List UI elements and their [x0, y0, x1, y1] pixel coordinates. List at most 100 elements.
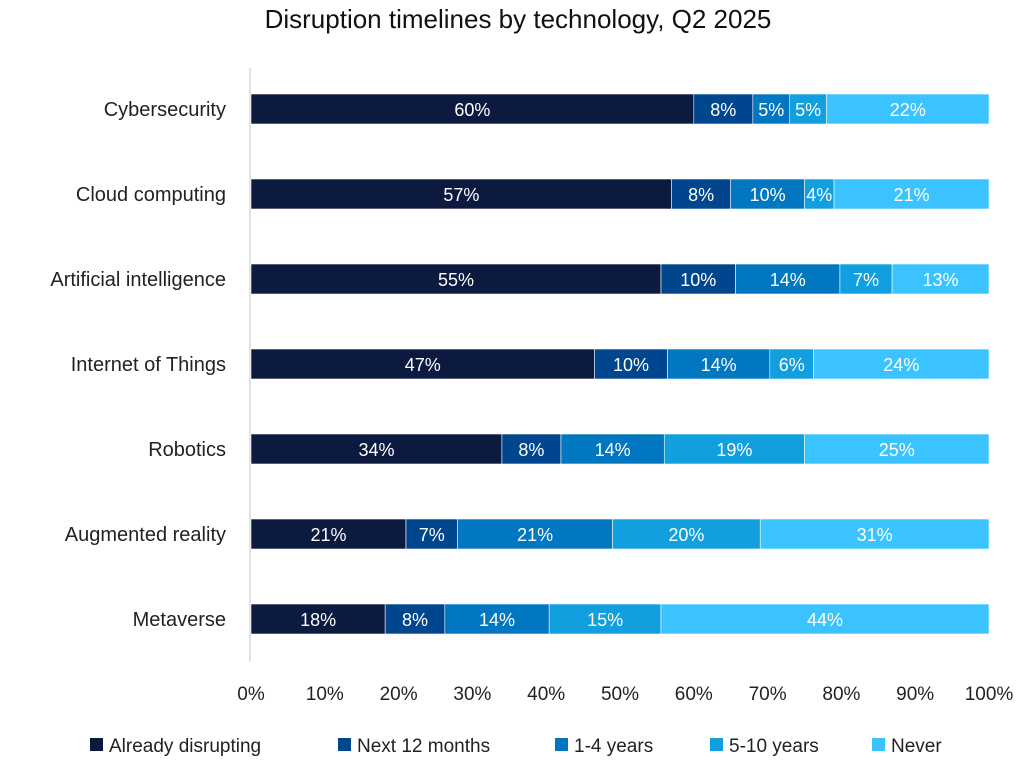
- bar-segment: [667, 348, 771, 380]
- category-label: Metaverse: [133, 609, 226, 631]
- bar-segment: [769, 348, 814, 380]
- data-label: 24%: [883, 355, 919, 375]
- x-tick-label: 40%: [527, 684, 565, 705]
- data-label: 8%: [518, 440, 544, 460]
- bar-segment: [250, 263, 662, 295]
- data-label: 6%: [779, 355, 805, 375]
- legend: Already disrupting Next 12 months 1-4 year…: [90, 736, 942, 757]
- data-label: 31%: [857, 525, 893, 545]
- data-label: 22%: [890, 100, 926, 120]
- x-tick-label: 100%: [965, 684, 1014, 705]
- bar-segment: [405, 518, 458, 550]
- bar-segment: [826, 93, 990, 125]
- x-tick-label: 10%: [306, 684, 344, 705]
- data-label: 8%: [688, 185, 714, 205]
- bar-segment: [891, 263, 990, 295]
- bar-segment: [693, 93, 754, 125]
- legend-swatch: [710, 738, 723, 751]
- legend-swatch: [872, 738, 885, 751]
- bar-segment: [663, 433, 805, 465]
- data-label: 8%: [710, 100, 736, 120]
- x-tick-label: 30%: [453, 684, 491, 705]
- data-label: 21%: [893, 185, 929, 205]
- bar-segment: [804, 433, 990, 465]
- bar-segment: [250, 603, 386, 635]
- data-label: 7%: [419, 525, 445, 545]
- x-tick-label: 70%: [749, 684, 787, 705]
- category-label: Robotics: [148, 439, 226, 461]
- data-label: 47%: [405, 355, 441, 375]
- legend-label: Never: [891, 736, 942, 757]
- data-label: 34%: [358, 440, 394, 460]
- legend-label: 5-10 years: [729, 736, 819, 757]
- data-label: 8%: [402, 610, 428, 630]
- bar-segment: [250, 178, 672, 210]
- data-label: 57%: [443, 185, 479, 205]
- bar-segment: [594, 348, 668, 380]
- category-labels: Cybersecurity Cloud computing Artificial i…: [50, 99, 226, 631]
- bar-segment: [735, 263, 841, 295]
- data-label: 7%: [853, 270, 879, 290]
- bar-segment: [730, 178, 805, 210]
- data-label: 4%: [806, 185, 832, 205]
- category-label: Cybersecurity: [104, 99, 226, 121]
- bar-segment: [660, 263, 736, 295]
- data-label: 18%: [300, 610, 336, 630]
- data-label: 21%: [517, 525, 553, 545]
- data-label: 14%: [701, 355, 737, 375]
- category-label: Augmented reality: [65, 524, 226, 546]
- x-tick-label: 0%: [237, 684, 265, 705]
- data-label: 10%: [613, 355, 649, 375]
- data-label: 10%: [680, 270, 716, 290]
- legend-label: 1-4 years: [574, 736, 653, 757]
- data-label: 21%: [310, 525, 346, 545]
- data-label: 55%: [438, 270, 474, 290]
- legend-label: Already disrupting: [109, 736, 261, 757]
- bar-segment: [384, 603, 446, 635]
- x-tick-label: 20%: [380, 684, 418, 705]
- data-label: 14%: [770, 270, 806, 290]
- bar-segment: [612, 518, 761, 550]
- bar-segment: [752, 93, 791, 125]
- legend-swatch: [90, 738, 103, 751]
- data-label: 14%: [595, 440, 631, 460]
- x-axis-ticks: 0% 10% 20% 30% 40% 50% 60% 70% 80% 90% 100%: [237, 684, 1013, 705]
- data-label: 15%: [587, 610, 623, 630]
- bar-segment: [560, 433, 665, 465]
- category-label: Internet of Things: [71, 354, 226, 376]
- bar-segment: [457, 518, 613, 550]
- legend-swatch: [555, 738, 568, 751]
- x-tick-label: 60%: [675, 684, 713, 705]
- legend-swatch: [338, 738, 351, 751]
- data-label: 10%: [750, 185, 786, 205]
- bar-segment: [660, 603, 990, 635]
- data-label: 20%: [668, 525, 704, 545]
- data-label: 14%: [479, 610, 515, 630]
- category-label: Cloud computing: [76, 184, 226, 206]
- bar-segment: [813, 348, 990, 380]
- data-label: 44%: [807, 610, 843, 630]
- bar-segment: [250, 93, 695, 125]
- x-tick-label: 90%: [896, 684, 934, 705]
- data-label: 25%: [879, 440, 915, 460]
- bar-segment: [548, 603, 662, 635]
- data-label: 60%: [454, 100, 490, 120]
- data-label: 19%: [716, 440, 752, 460]
- bar-segment: [250, 348, 595, 380]
- bar-segment: [839, 263, 893, 295]
- bars: 60% 8% 5% 5% 22% 57% 8% 10% 4% 21% 55% 10% 14% 7% 13% 4…: [250, 93, 990, 635]
- category-label: Artificial intelligence: [50, 269, 226, 291]
- data-label: 5%: [758, 100, 784, 120]
- bar-segment: [250, 433, 503, 465]
- chart-title: Disruption timelines by technology, Q2 2…: [265, 4, 772, 34]
- legend-label: Next 12 months: [357, 736, 490, 757]
- bar-segment: [759, 518, 990, 550]
- bar-segment: [250, 518, 407, 550]
- bar-segment: [804, 178, 835, 210]
- x-tick-label: 50%: [601, 684, 639, 705]
- data-label: 5%: [795, 100, 821, 120]
- data-label: 13%: [923, 270, 959, 290]
- bar-segment: [444, 603, 550, 635]
- bar-segment: [833, 178, 990, 210]
